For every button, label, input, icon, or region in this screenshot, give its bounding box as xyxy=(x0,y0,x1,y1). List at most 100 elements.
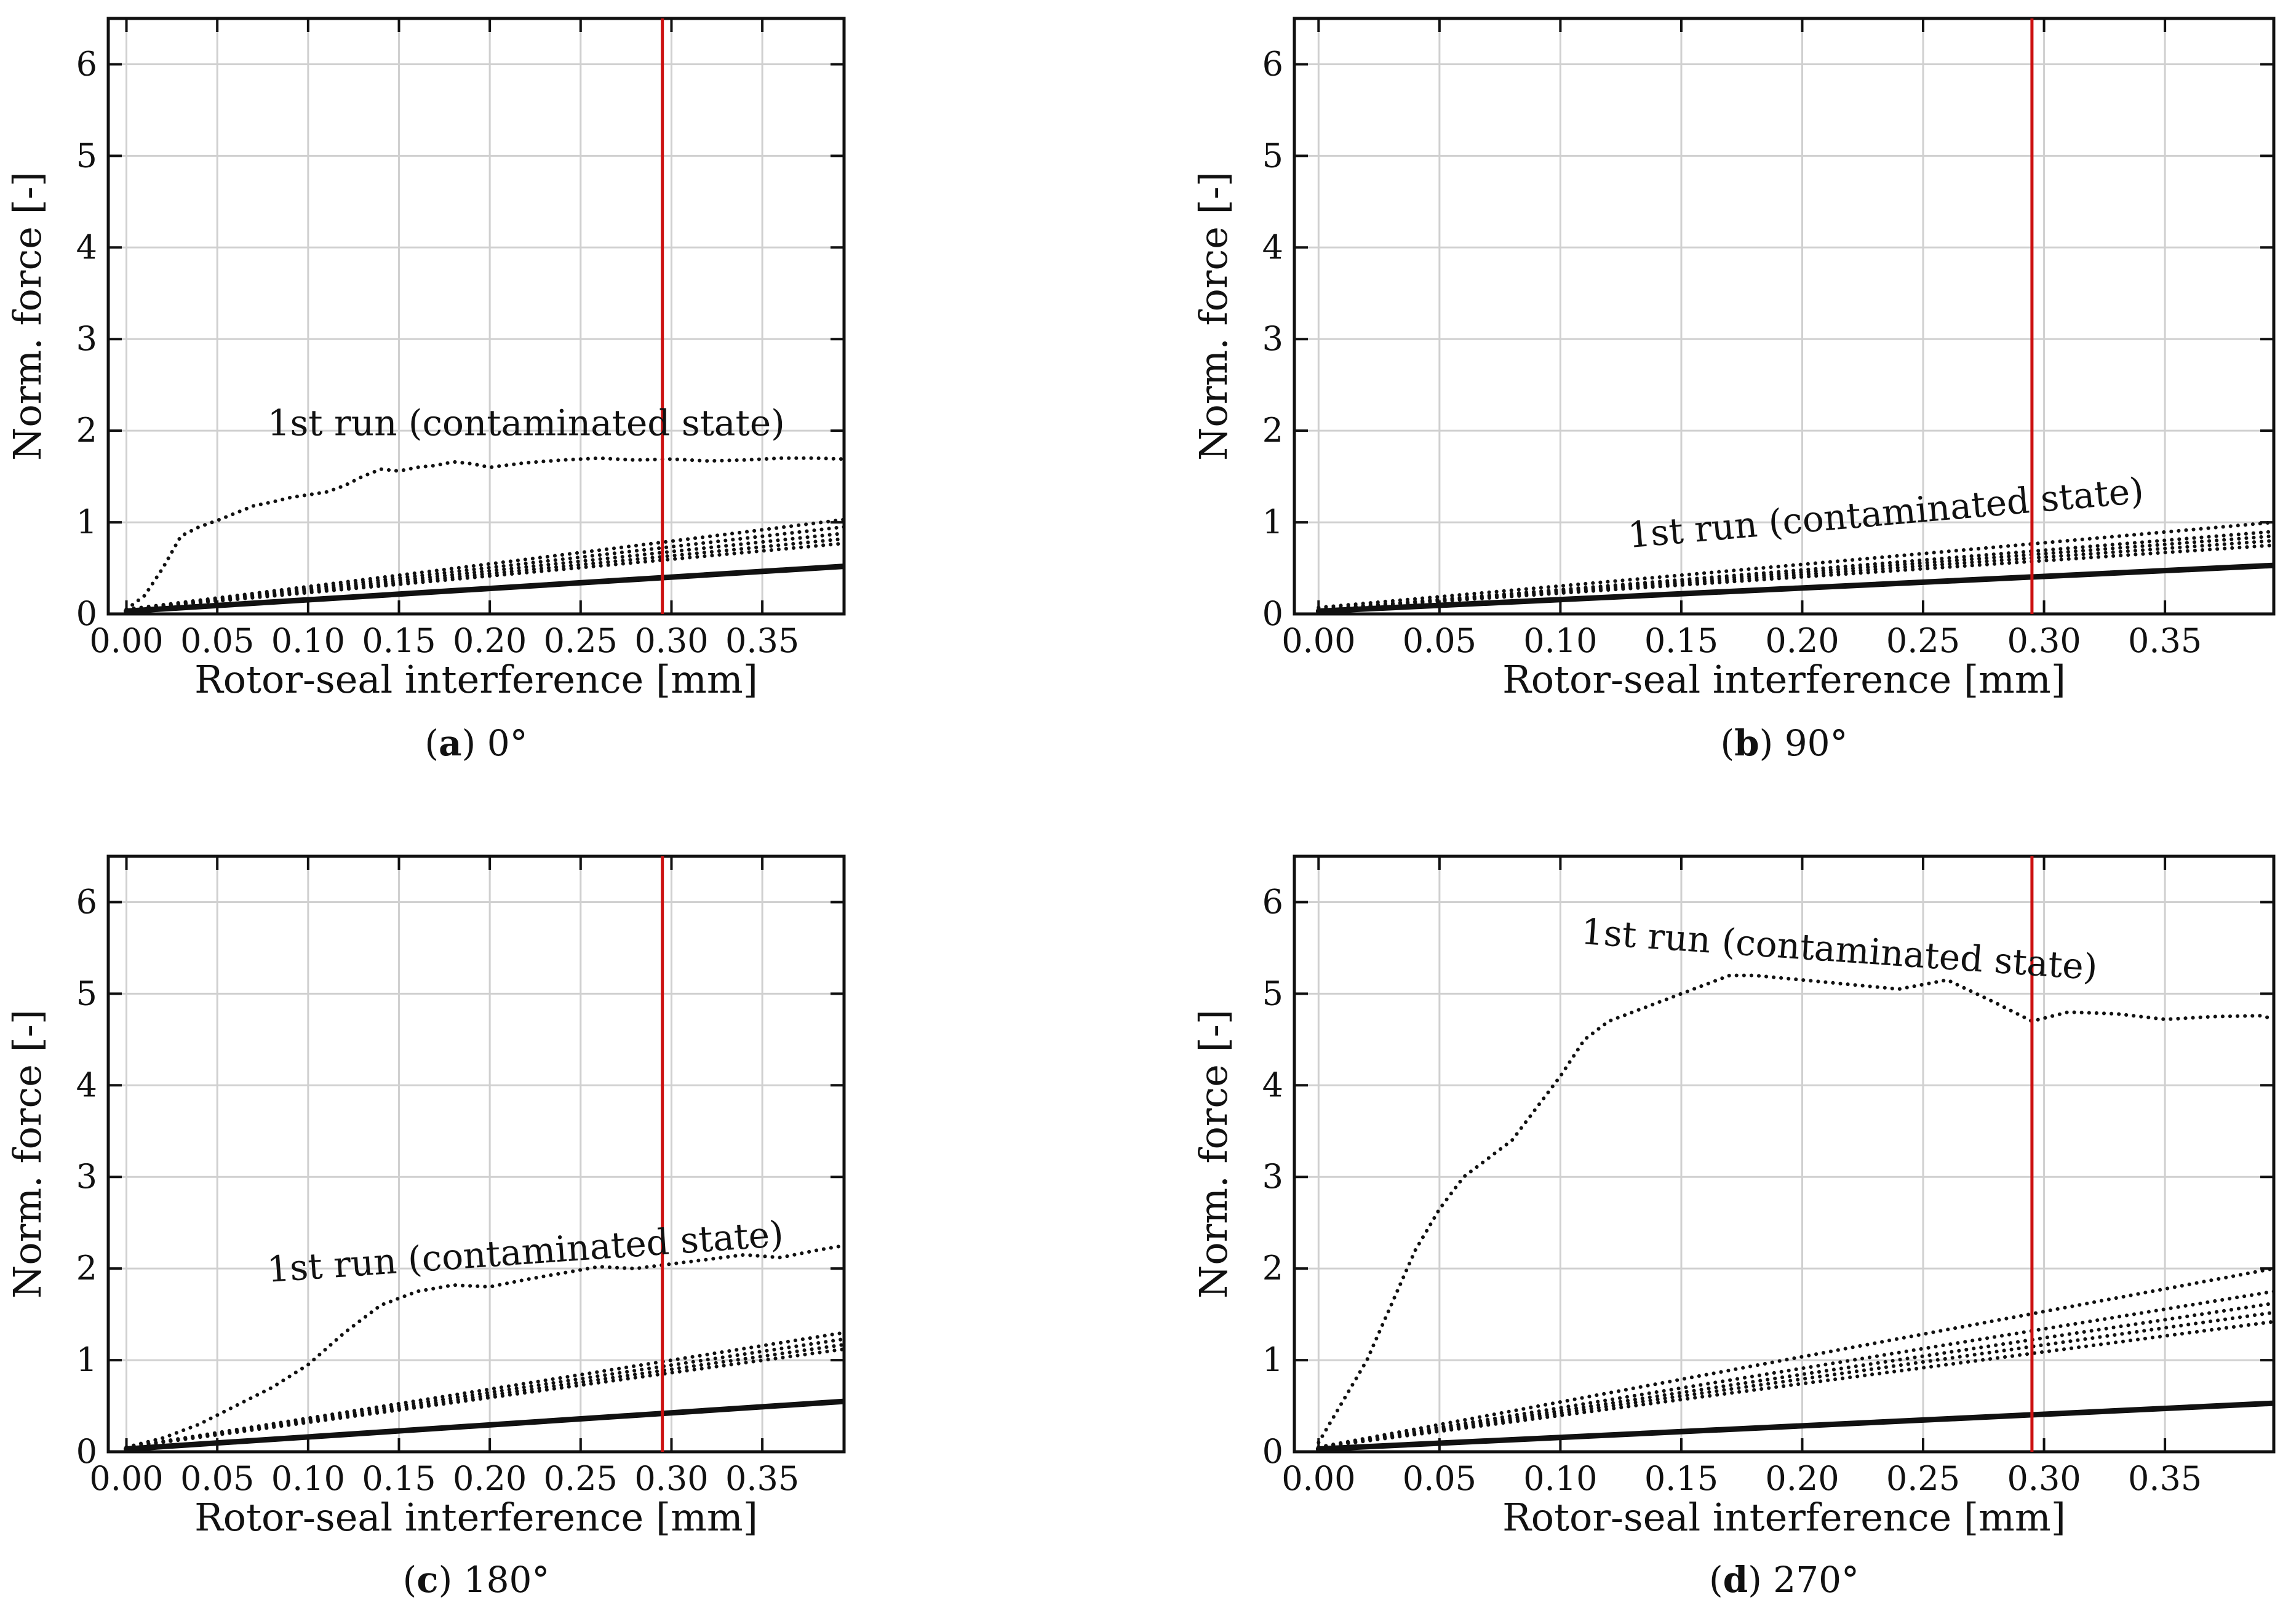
series-line-run-1 xyxy=(124,456,844,611)
x-tick-label: 0.05 xyxy=(1403,621,1476,660)
y-tick-label: 1 xyxy=(76,1340,97,1379)
caption-letter: d xyxy=(1723,1559,1748,1601)
y-tick-label: 2 xyxy=(1262,411,1283,450)
y-tick-label: 6 xyxy=(76,44,97,83)
series-line-run-2 xyxy=(124,517,844,611)
series-group xyxy=(124,1243,844,1452)
x-tick-label: 0.35 xyxy=(725,621,799,660)
x-tick-label: 0.05 xyxy=(180,1459,254,1498)
x-tick-label: 0.05 xyxy=(180,621,254,660)
y-tick-label: 0 xyxy=(1262,1432,1283,1471)
x-axis-title: Rotor-seal interference [mm] xyxy=(194,1495,758,1540)
x-tick-label: 0.20 xyxy=(453,1459,527,1498)
x-tick-label: 0.30 xyxy=(2007,621,2081,660)
series-line-run-2 xyxy=(124,1331,844,1449)
plot-frame xyxy=(106,854,846,1454)
caption-letter: c xyxy=(416,1559,438,1601)
y-tick-label: 3 xyxy=(1262,1157,1283,1196)
series-line-run-3 xyxy=(124,525,844,611)
caption-letter: a xyxy=(439,722,462,764)
y-tick-label: 5 xyxy=(76,974,97,1013)
x-tick-label: 0.00 xyxy=(1281,1459,1355,1498)
caption-close-paren: ) xyxy=(1759,722,1774,764)
y-tick-label: 2 xyxy=(1262,1249,1283,1288)
y-tick-label: 0 xyxy=(1262,594,1283,633)
x-tick-label: 0.10 xyxy=(1523,621,1597,660)
x-tick-label: 0.35 xyxy=(2128,1459,2202,1498)
x-tick-label: 0.30 xyxy=(634,1459,708,1498)
y-tick-label: 4 xyxy=(76,228,97,266)
x-tick-label: 0.15 xyxy=(1644,621,1718,660)
series-line-run-5 xyxy=(1317,543,2274,611)
x-tick-label: 0.15 xyxy=(362,621,436,660)
x-tick-label: 0.20 xyxy=(1765,1459,1839,1498)
y-axis-title: Norm. force [-] xyxy=(5,1009,50,1299)
y-tick-label: 5 xyxy=(1262,974,1283,1013)
series-annotation: 1st run (contaminated state) xyxy=(1580,910,2099,989)
y-tick-label: 3 xyxy=(76,319,97,358)
x-tick-label: 0.20 xyxy=(453,621,527,660)
y-axis-title: Norm. force [-] xyxy=(1191,172,1236,461)
x-tick-label: 0.10 xyxy=(271,1459,345,1498)
series-line-run-3 xyxy=(124,1337,844,1449)
x-axis-title: Rotor-seal interference [mm] xyxy=(1502,1495,2066,1540)
y-axis-title: Norm. force [-] xyxy=(1191,1009,1236,1299)
x-tick-label: 0.05 xyxy=(1403,1459,1476,1498)
series-line-run-4 xyxy=(1317,1301,2274,1449)
x-tick-label: 0.35 xyxy=(2128,621,2202,660)
plot-frame xyxy=(1293,17,2276,616)
y-tick-label: 6 xyxy=(76,882,97,921)
series-group xyxy=(1315,973,2274,1452)
caption-open-paren: ( xyxy=(424,722,439,764)
caption-open-paren: ( xyxy=(403,1559,417,1601)
y-axis-title: Norm. force [-] xyxy=(5,172,50,461)
series-annotation: 1st run (contaminated state) xyxy=(266,1213,785,1291)
x-tick-label: 0.30 xyxy=(634,621,708,660)
x-tick-label: 0.35 xyxy=(725,1459,799,1498)
y-tick-label: 6 xyxy=(1262,882,1283,921)
x-axis-title: Rotor-seal interference [mm] xyxy=(1502,657,2066,702)
y-tick-label: 4 xyxy=(76,1065,97,1104)
y-tick-label: 0 xyxy=(76,594,97,633)
series-line-reference xyxy=(1315,562,2274,614)
x-tick-label: 0.25 xyxy=(544,621,618,660)
series-group xyxy=(1315,520,2274,614)
x-tick-label: 0.00 xyxy=(89,1459,163,1498)
panel-caption: (b) 90° xyxy=(1720,722,1847,764)
y-tick-label: 6 xyxy=(1262,44,1283,83)
y-tick-label: 1 xyxy=(76,503,97,541)
caption-open-paren: ( xyxy=(1709,1559,1723,1601)
series-line-run-5 xyxy=(124,1347,844,1449)
y-tick-label: 5 xyxy=(76,136,97,175)
caption-angle: 90° xyxy=(1773,722,1847,764)
caption-letter: b xyxy=(1734,722,1759,764)
y-tick-label: 5 xyxy=(1262,136,1283,175)
series-line-run-6 xyxy=(124,541,844,611)
y-tick-label: 3 xyxy=(76,1157,97,1196)
x-tick-label: 0.10 xyxy=(271,621,345,660)
chart-panel-b: 0.00 0.05 0.10 0.15 0.20 0.25 0.30 0.35 0 1 2 3 4 5 6 R… xyxy=(1191,17,2276,764)
caption-close-paren: ) xyxy=(1748,1559,1762,1601)
x-tick-label: 0.25 xyxy=(544,1459,618,1498)
x-tick-label: 0.30 xyxy=(2007,1459,2081,1498)
x-tick-label: 0.15 xyxy=(362,1459,436,1498)
series-line-reference xyxy=(124,1398,844,1452)
panel-caption: (a) 0° xyxy=(424,722,527,764)
series-line-run-4 xyxy=(1317,538,2274,611)
caption-close-paren: ) xyxy=(439,1559,453,1601)
series-line-run-3 xyxy=(1317,1289,2274,1449)
series-annotation: 1st run (contaminated state) xyxy=(268,402,785,444)
series-line-run-2 xyxy=(1317,1267,2274,1449)
x-axis-title: Rotor-seal interference [mm] xyxy=(194,657,758,702)
plot-frame xyxy=(106,17,846,616)
series-line-run-1 xyxy=(1317,973,2274,1445)
chart-panel-c: 0.00 0.05 0.10 0.15 0.20 0.25 0.30 0.35 0 1 2 3 4 5 6 R… xyxy=(5,854,846,1601)
series-line-run-3 xyxy=(1317,534,2274,611)
x-tick-label: 0.00 xyxy=(89,621,163,660)
panel-caption: (d) 270° xyxy=(1709,1559,1859,1601)
y-tick-label: 1 xyxy=(1262,1340,1283,1379)
y-tick-label: 2 xyxy=(76,411,97,450)
y-tick-label: 3 xyxy=(1262,319,1283,358)
series-group xyxy=(124,456,844,614)
